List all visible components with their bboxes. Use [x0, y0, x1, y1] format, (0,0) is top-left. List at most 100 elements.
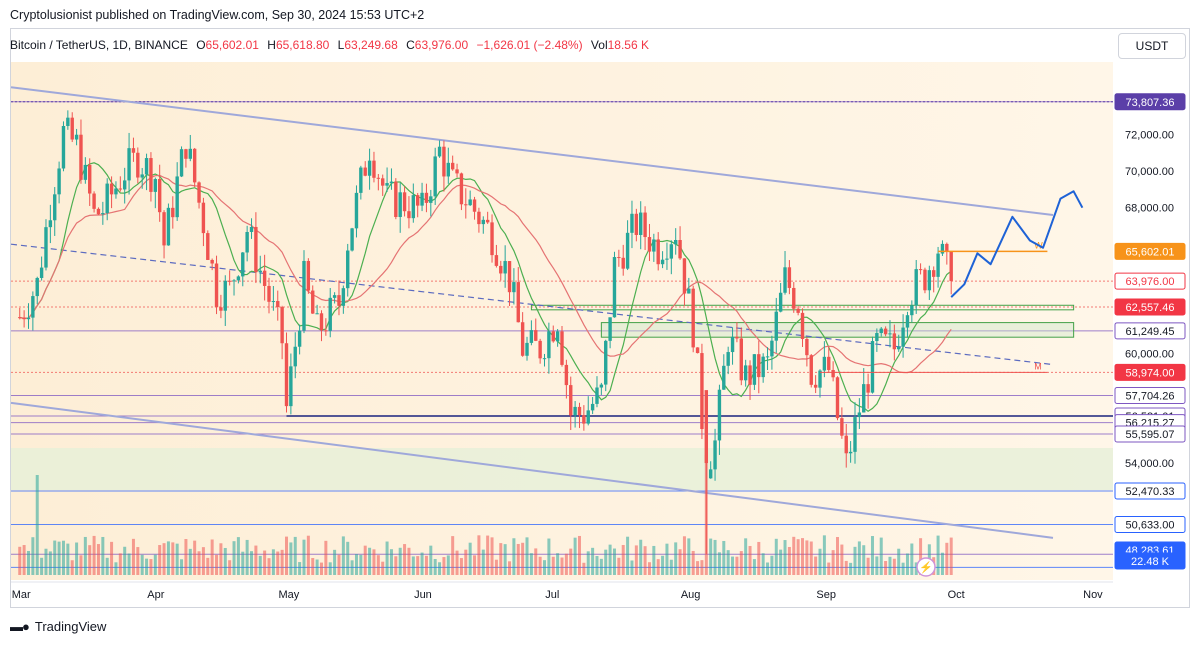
price-label-text: 65,602.01 [1126, 246, 1175, 258]
volume-bar [171, 542, 175, 575]
volume-bar [770, 555, 774, 575]
volume-bar [687, 538, 691, 575]
volume-bar [206, 557, 210, 575]
candle-body [26, 317, 31, 320]
candle-body [114, 188, 118, 195]
volume-bar [57, 541, 61, 575]
lightning-icon-glyph: ⚡ [919, 561, 933, 574]
candle-body [551, 331, 555, 342]
volume-bar [582, 562, 586, 575]
volume-bar [879, 537, 883, 575]
volume-bar [293, 536, 297, 575]
volume-bar [910, 543, 914, 575]
volume-bar [940, 552, 944, 575]
candle-body [83, 164, 88, 180]
candle-body [525, 342, 529, 356]
volume-bar [612, 548, 616, 575]
volume-bar [394, 556, 398, 575]
candle-body [446, 162, 451, 177]
volume-bar [486, 535, 490, 575]
low-label: L [337, 38, 345, 52]
candle-body [875, 333, 879, 342]
candle-body [284, 343, 289, 407]
volume-bar [656, 559, 660, 575]
candle-body [389, 181, 394, 184]
candle-body [897, 346, 901, 350]
candle-body [398, 192, 402, 217]
price-label-box [1114, 93, 1186, 111]
candle-body [166, 207, 171, 246]
candle-body [503, 261, 507, 274]
candle-body [770, 340, 774, 357]
candle-body [507, 261, 512, 293]
lightning-icon[interactable] [916, 557, 936, 577]
open-label: O [196, 38, 206, 52]
volume-bar [197, 551, 201, 575]
volume-bar [416, 556, 420, 575]
candle-body [827, 356, 831, 370]
volume-bar [158, 545, 162, 575]
candle-body [385, 183, 389, 186]
volume-bar [438, 562, 442, 575]
candle-body [822, 356, 827, 371]
volume-bar [621, 544, 625, 575]
y-tick-label: 72,000.00 [1125, 130, 1174, 142]
candle-body [223, 280, 227, 311]
volume-bar [508, 561, 512, 575]
volume-bar [525, 537, 529, 575]
price-label-text: 22.48 K [1131, 556, 1170, 568]
tradingview-footer: ▬● TradingView [10, 619, 106, 634]
x-tick-label: Apr [147, 589, 164, 601]
candle-body [639, 212, 643, 235]
volume-bar [691, 550, 695, 575]
volume-bar [276, 551, 280, 575]
candle-body [735, 336, 739, 339]
candle-body [319, 313, 324, 331]
candle-body [437, 146, 442, 157]
symbol-label[interactable]: Bitcoin / TetherUS, 1D, BINANCE [10, 38, 188, 52]
candle-body [39, 267, 44, 278]
volume-bar [735, 556, 739, 575]
x-tick-label: Sep [816, 589, 836, 601]
candle-body [306, 260, 311, 291]
volume-bar [543, 560, 547, 575]
volume-bar [136, 547, 140, 575]
currency-button[interactable]: USDT [1118, 33, 1186, 59]
volume-bar [464, 549, 468, 575]
candle-body [547, 331, 551, 359]
candle-body [289, 366, 293, 407]
volume-bar [302, 539, 306, 575]
candle-body [678, 240, 682, 259]
volume-bar [298, 562, 302, 575]
candle-body [429, 196, 433, 203]
candle-body [468, 199, 472, 206]
volume-bar [22, 545, 26, 575]
x-tick-label: May [279, 589, 300, 601]
change-value: −1,626.01 (−2.48%) [476, 38, 583, 52]
candle-body [883, 328, 888, 335]
volume-bar [420, 552, 424, 575]
candle-body [70, 117, 74, 140]
volume-bar [757, 541, 761, 575]
volume-bar [341, 536, 345, 575]
volume-bar [35, 475, 39, 575]
volume-bar [61, 540, 65, 575]
volume-bar [809, 541, 813, 575]
volume-bar [521, 542, 525, 575]
price-label-box [1114, 363, 1186, 381]
volume-bar [586, 551, 590, 575]
price-label-box [1114, 386, 1186, 404]
volume-bar [792, 536, 796, 575]
candle-body [201, 202, 206, 234]
candle-body [162, 212, 166, 246]
candle-body [179, 149, 184, 177]
candle-body [818, 370, 822, 388]
candle-body [485, 219, 490, 223]
candle-body [582, 415, 586, 424]
candle-body [796, 308, 800, 313]
support-box [600, 322, 1075, 338]
volume-bar [315, 559, 319, 575]
candle-body [949, 251, 953, 282]
volume-bar [311, 558, 315, 575]
